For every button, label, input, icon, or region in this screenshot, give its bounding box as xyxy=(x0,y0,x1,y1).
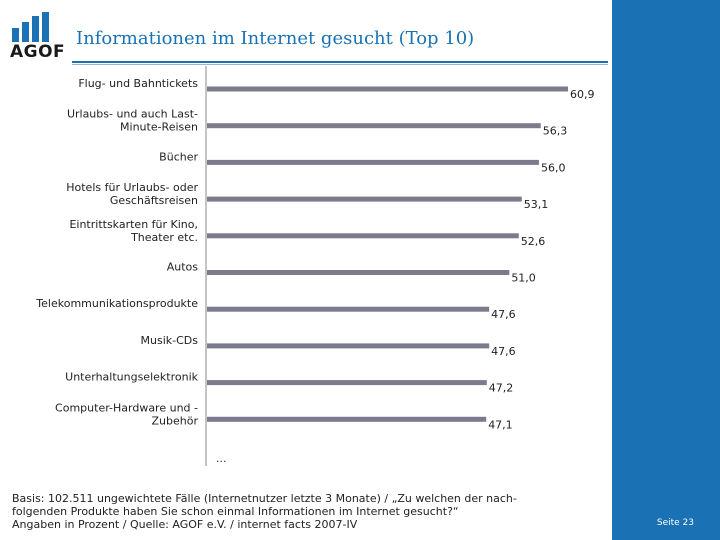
bar-4 xyxy=(207,233,519,239)
bar-0 xyxy=(207,86,568,92)
category-label-2: Bücher xyxy=(159,150,198,163)
bar-2 xyxy=(207,159,539,165)
title-underline-secondary xyxy=(72,64,608,65)
agof-logo-icon xyxy=(12,12,49,42)
bar-3 xyxy=(207,196,522,202)
category-label-5: Autos xyxy=(167,261,199,274)
bar-9 xyxy=(207,416,487,422)
value-label-9: 47,1 xyxy=(488,418,512,431)
bar-1 xyxy=(207,123,541,129)
value-label-6: 47,6 xyxy=(491,308,515,321)
category-label-7: Musik-CDs xyxy=(141,334,199,347)
value-label-1: 56,3 xyxy=(543,125,568,138)
bar-6 xyxy=(207,306,490,312)
category-label-8: Unterhaltungselektronik xyxy=(65,371,198,384)
category-label-1: Urlaubs- und auch Last-Minute-Reisen xyxy=(67,108,198,134)
bar-5 xyxy=(207,270,510,275)
title-underline xyxy=(72,61,608,63)
page-title: Informationen im Internet gesucht (Top 1… xyxy=(76,28,475,49)
bar-8 xyxy=(207,380,487,386)
value-label-8: 47,2 xyxy=(489,382,513,395)
logo-text: AGOF xyxy=(10,42,66,62)
more-indicator: ... xyxy=(216,452,227,465)
category-label-4: Eintrittskarten für Kino, Theater etc. xyxy=(69,218,198,244)
category-label-0: Flug- und Bahntickets xyxy=(78,77,198,90)
category-label-3: Hotels für Urlaubs- oder Geschäftsreisen xyxy=(66,181,198,207)
bar-7 xyxy=(207,343,490,349)
page-number: Seite 23 xyxy=(656,518,694,528)
value-label-3: 53,1 xyxy=(524,198,549,211)
value-label-7: 47,6 xyxy=(491,345,515,358)
category-label-6: Telekommunikationsprodukte xyxy=(35,297,198,310)
side-panel: Seite 23 xyxy=(612,0,720,540)
category-label-9: Computer-Hardware und -Zubehör xyxy=(55,401,198,427)
value-label-4: 52,6 xyxy=(521,235,546,248)
value-label-0: 60,9 xyxy=(570,88,595,101)
value-label-5: 51,0 xyxy=(511,272,536,285)
footnote: Basis: 102.511 ungewichtete Fälle (Inter… xyxy=(12,492,517,531)
value-label-2: 56,0 xyxy=(541,161,566,174)
bar-chart: 60,9 Flug- und Bahntickets 56,3 Urlaubs- un… xyxy=(35,66,595,466)
